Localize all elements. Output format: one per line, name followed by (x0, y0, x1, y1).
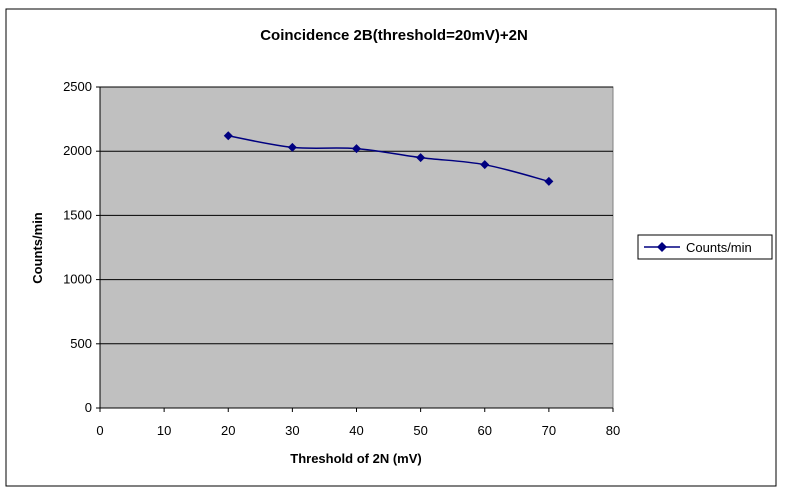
legend: Counts/min (637, 234, 773, 260)
y-tick-label: 1500 (63, 207, 92, 222)
data-point-marker (287, 142, 297, 152)
chart-title: Coincidence 2B(threshold=20mV)+2N (260, 27, 528, 44)
data-point-marker (544, 176, 554, 186)
data-point-marker (480, 160, 490, 170)
legend-label: Counts/min (686, 240, 752, 255)
x-axis-ticks: 0 10 20 30 40 50 60 70 80 (96, 408, 620, 438)
x-tick-label: 30 (285, 423, 299, 438)
data-point-marker (352, 144, 361, 154)
data-point-marker (416, 153, 426, 163)
x-axis-label: Threshold of 2N (mV) (290, 451, 421, 466)
x-tick-label: 60 (478, 423, 492, 438)
x-tick-label: 80 (606, 423, 620, 438)
x-tick-label: 10 (157, 423, 171, 438)
y-tick-label: 2500 (63, 79, 92, 94)
legend-marker-diamond (657, 242, 667, 252)
series-layer (223, 131, 554, 186)
y-tick-label: 2000 (63, 143, 92, 158)
x-tick-label: 0 (96, 423, 103, 438)
y-tick-label: 1000 (63, 272, 92, 287)
y-axis-label: Counts/min (30, 212, 45, 284)
y-tick-label: 0 (85, 400, 92, 415)
plot-area (99, 86, 614, 409)
y-axis-ticks: 0 500 1000 1500 2000 2500 (63, 79, 100, 415)
x-tick-label: 40 (349, 423, 363, 438)
x-tick-label: 50 (413, 423, 427, 438)
x-tick-label: 70 (542, 423, 556, 438)
x-tick-label: 20 (221, 423, 235, 438)
series-line (228, 135, 550, 183)
y-tick-label: 500 (70, 336, 92, 351)
grid-lines (100, 86, 613, 345)
data-point-marker (223, 131, 233, 141)
